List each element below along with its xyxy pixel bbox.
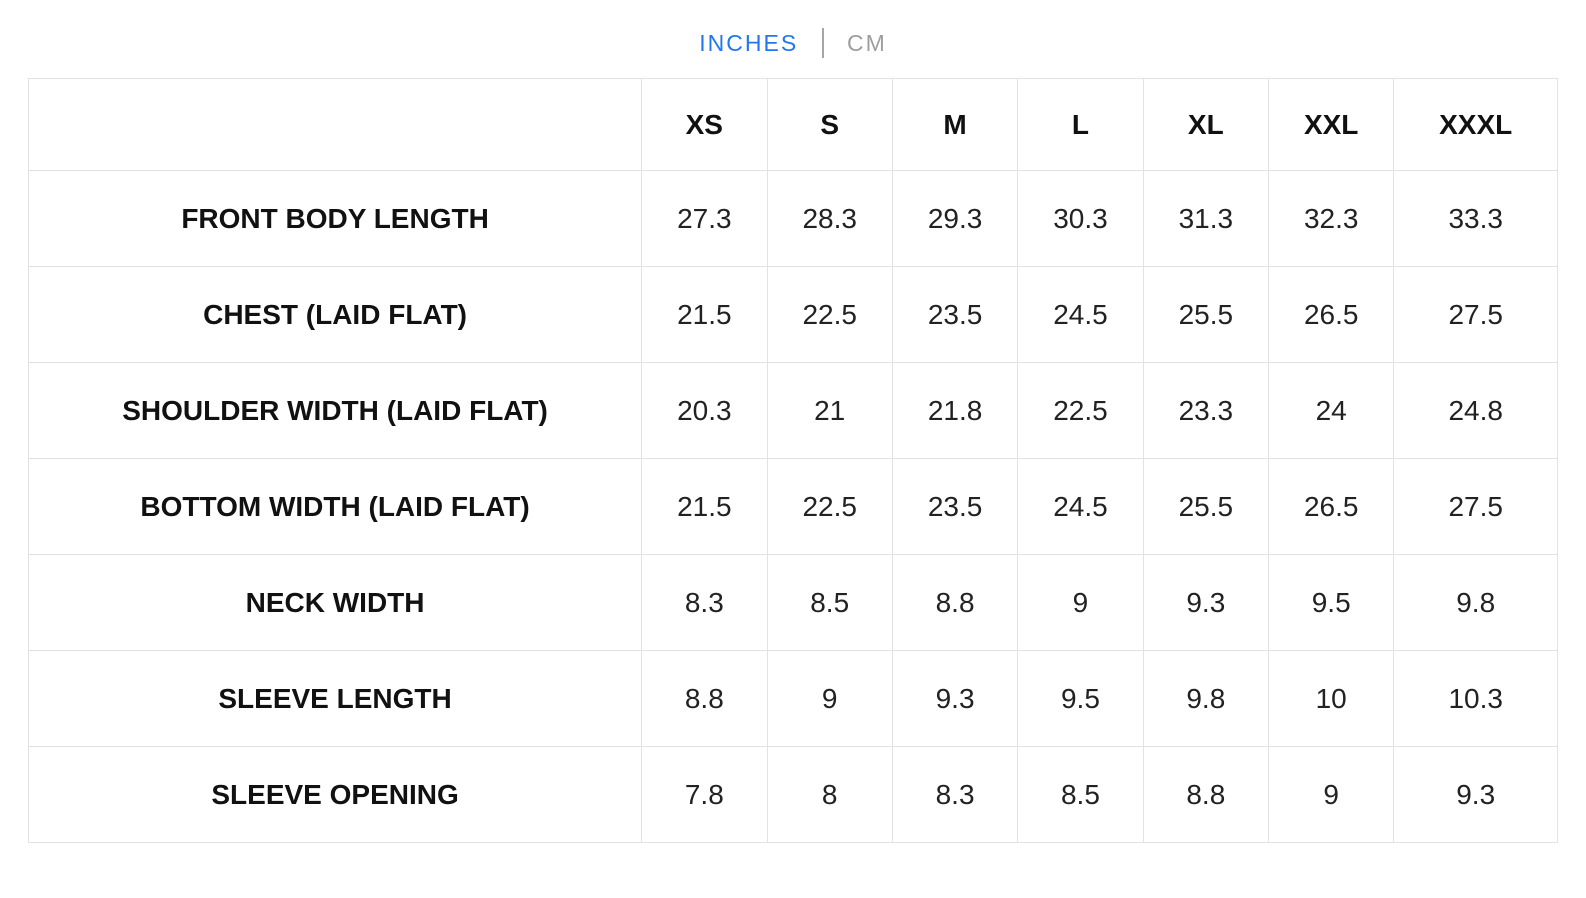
size-value: 9.3 — [891, 650, 1019, 747]
size-value: 27.5 — [1393, 266, 1558, 363]
size-value: 23.5 — [891, 458, 1019, 555]
size-value: 9 — [1267, 746, 1395, 843]
size-header-row: XS S M L XL XXL XXXL — [27, 78, 1558, 171]
size-value: 21.8 — [891, 362, 1019, 459]
size-value: 21 — [766, 362, 893, 459]
row-label-front-body-length: FRONT BODY LENGTH — [27, 170, 643, 267]
size-header-m: M — [891, 78, 1019, 171]
size-header-xl: XL — [1142, 78, 1270, 171]
size-value: 26.5 — [1267, 458, 1395, 555]
size-value: 24.5 — [1017, 266, 1144, 363]
size-value: 33.3 — [1393, 170, 1558, 267]
size-header-xs: XS — [641, 78, 768, 171]
size-value: 29.3 — [891, 170, 1019, 267]
size-value: 27.5 — [1393, 458, 1558, 555]
row-label-neck-width: NECK WIDTH — [27, 554, 643, 651]
table-row-shoulder-width: SHOULDER WIDTH (LAID FLAT) 20.3 21 21.8 … — [27, 362, 1558, 459]
table-row-front-body-length: FRONT BODY LENGTH 27.3 28.3 29.3 30.3 31… — [27, 170, 1558, 267]
size-value: 20.3 — [641, 362, 768, 459]
size-value: 24 — [1267, 362, 1395, 459]
table-row-neck-width: NECK WIDTH 8.3 8.5 8.8 9 9.3 9.5 9.8 — [27, 554, 1558, 651]
size-value: 9 — [1017, 554, 1144, 651]
size-value: 9.3 — [1142, 554, 1270, 651]
size-value: 9.5 — [1267, 554, 1395, 651]
table-row-sleeve-opening: SLEEVE OPENING 7.8 8 8.3 8.5 8.8 9 9.3 — [27, 746, 1558, 843]
size-value: 9.5 — [1017, 650, 1144, 747]
row-label-chest: CHEST (LAID FLAT) — [27, 266, 643, 363]
size-value: 9 — [766, 650, 893, 747]
size-header-s: S — [766, 78, 893, 171]
table-row-bottom-width: BOTTOM WIDTH (LAID FLAT) 21.5 22.5 23.5 … — [27, 458, 1558, 555]
size-value: 8.8 — [641, 650, 768, 747]
size-value: 28.3 — [766, 170, 893, 267]
size-value: 25.5 — [1142, 266, 1270, 363]
size-header-l: L — [1017, 78, 1144, 171]
unit-toggle: INCHES CM — [28, 26, 1558, 60]
size-header-xxl: XXL — [1267, 78, 1395, 171]
unit-inches-button[interactable]: INCHES — [699, 30, 799, 56]
size-value: 24.5 — [1017, 458, 1144, 555]
size-value: 21.5 — [641, 266, 768, 363]
table-row-sleeve-length: SLEEVE LENGTH 8.8 9 9.3 9.5 9.8 10 10.3 — [27, 650, 1558, 747]
row-label-shoulder-width: SHOULDER WIDTH (LAID FLAT) — [27, 362, 643, 459]
size-value: 8.8 — [1142, 746, 1270, 843]
size-value: 8.5 — [766, 554, 893, 651]
size-value: 9.8 — [1393, 554, 1558, 651]
size-header-xxxl: XXXL — [1393, 78, 1558, 171]
size-value: 27.3 — [641, 170, 768, 267]
unit-cm-button[interactable]: CM — [846, 30, 887, 56]
size-value: 9.3 — [1393, 746, 1558, 843]
size-value: 8 — [766, 746, 893, 843]
size-chart-table: XS S M L XL XXL XXXL FRONT BODY LENGTH 2… — [27, 78, 1558, 843]
size-value: 32.3 — [1267, 170, 1395, 267]
size-value: 30.3 — [1017, 170, 1144, 267]
size-value: 23.3 — [1142, 362, 1270, 459]
table-row-chest: CHEST (LAID FLAT) 21.5 22.5 23.5 24.5 25… — [27, 266, 1558, 363]
size-value: 8.3 — [891, 746, 1019, 843]
size-value: 21.5 — [641, 458, 768, 555]
size-value: 22.5 — [766, 266, 893, 363]
size-value: 24.8 — [1393, 362, 1558, 459]
corner-cell — [27, 78, 643, 171]
unit-toggle-divider — [821, 27, 824, 58]
size-value: 31.3 — [1142, 170, 1270, 267]
size-value: 8.8 — [891, 554, 1019, 651]
size-value: 22.5 — [1017, 362, 1144, 459]
size-value: 23.5 — [891, 266, 1019, 363]
row-label-sleeve-length: SLEEVE LENGTH — [27, 650, 643, 747]
size-value: 10.3 — [1393, 650, 1558, 747]
size-value: 7.8 — [641, 746, 768, 843]
size-value: 26.5 — [1267, 266, 1395, 363]
size-value: 9.8 — [1142, 650, 1270, 747]
size-value: 8.5 — [1017, 746, 1144, 843]
size-value: 22.5 — [766, 458, 893, 555]
size-value: 10 — [1267, 650, 1395, 747]
row-label-bottom-width: BOTTOM WIDTH (LAID FLAT) — [27, 458, 643, 555]
row-label-sleeve-opening: SLEEVE OPENING — [27, 746, 643, 843]
size-value: 25.5 — [1142, 458, 1270, 555]
size-value: 8.3 — [641, 554, 768, 651]
